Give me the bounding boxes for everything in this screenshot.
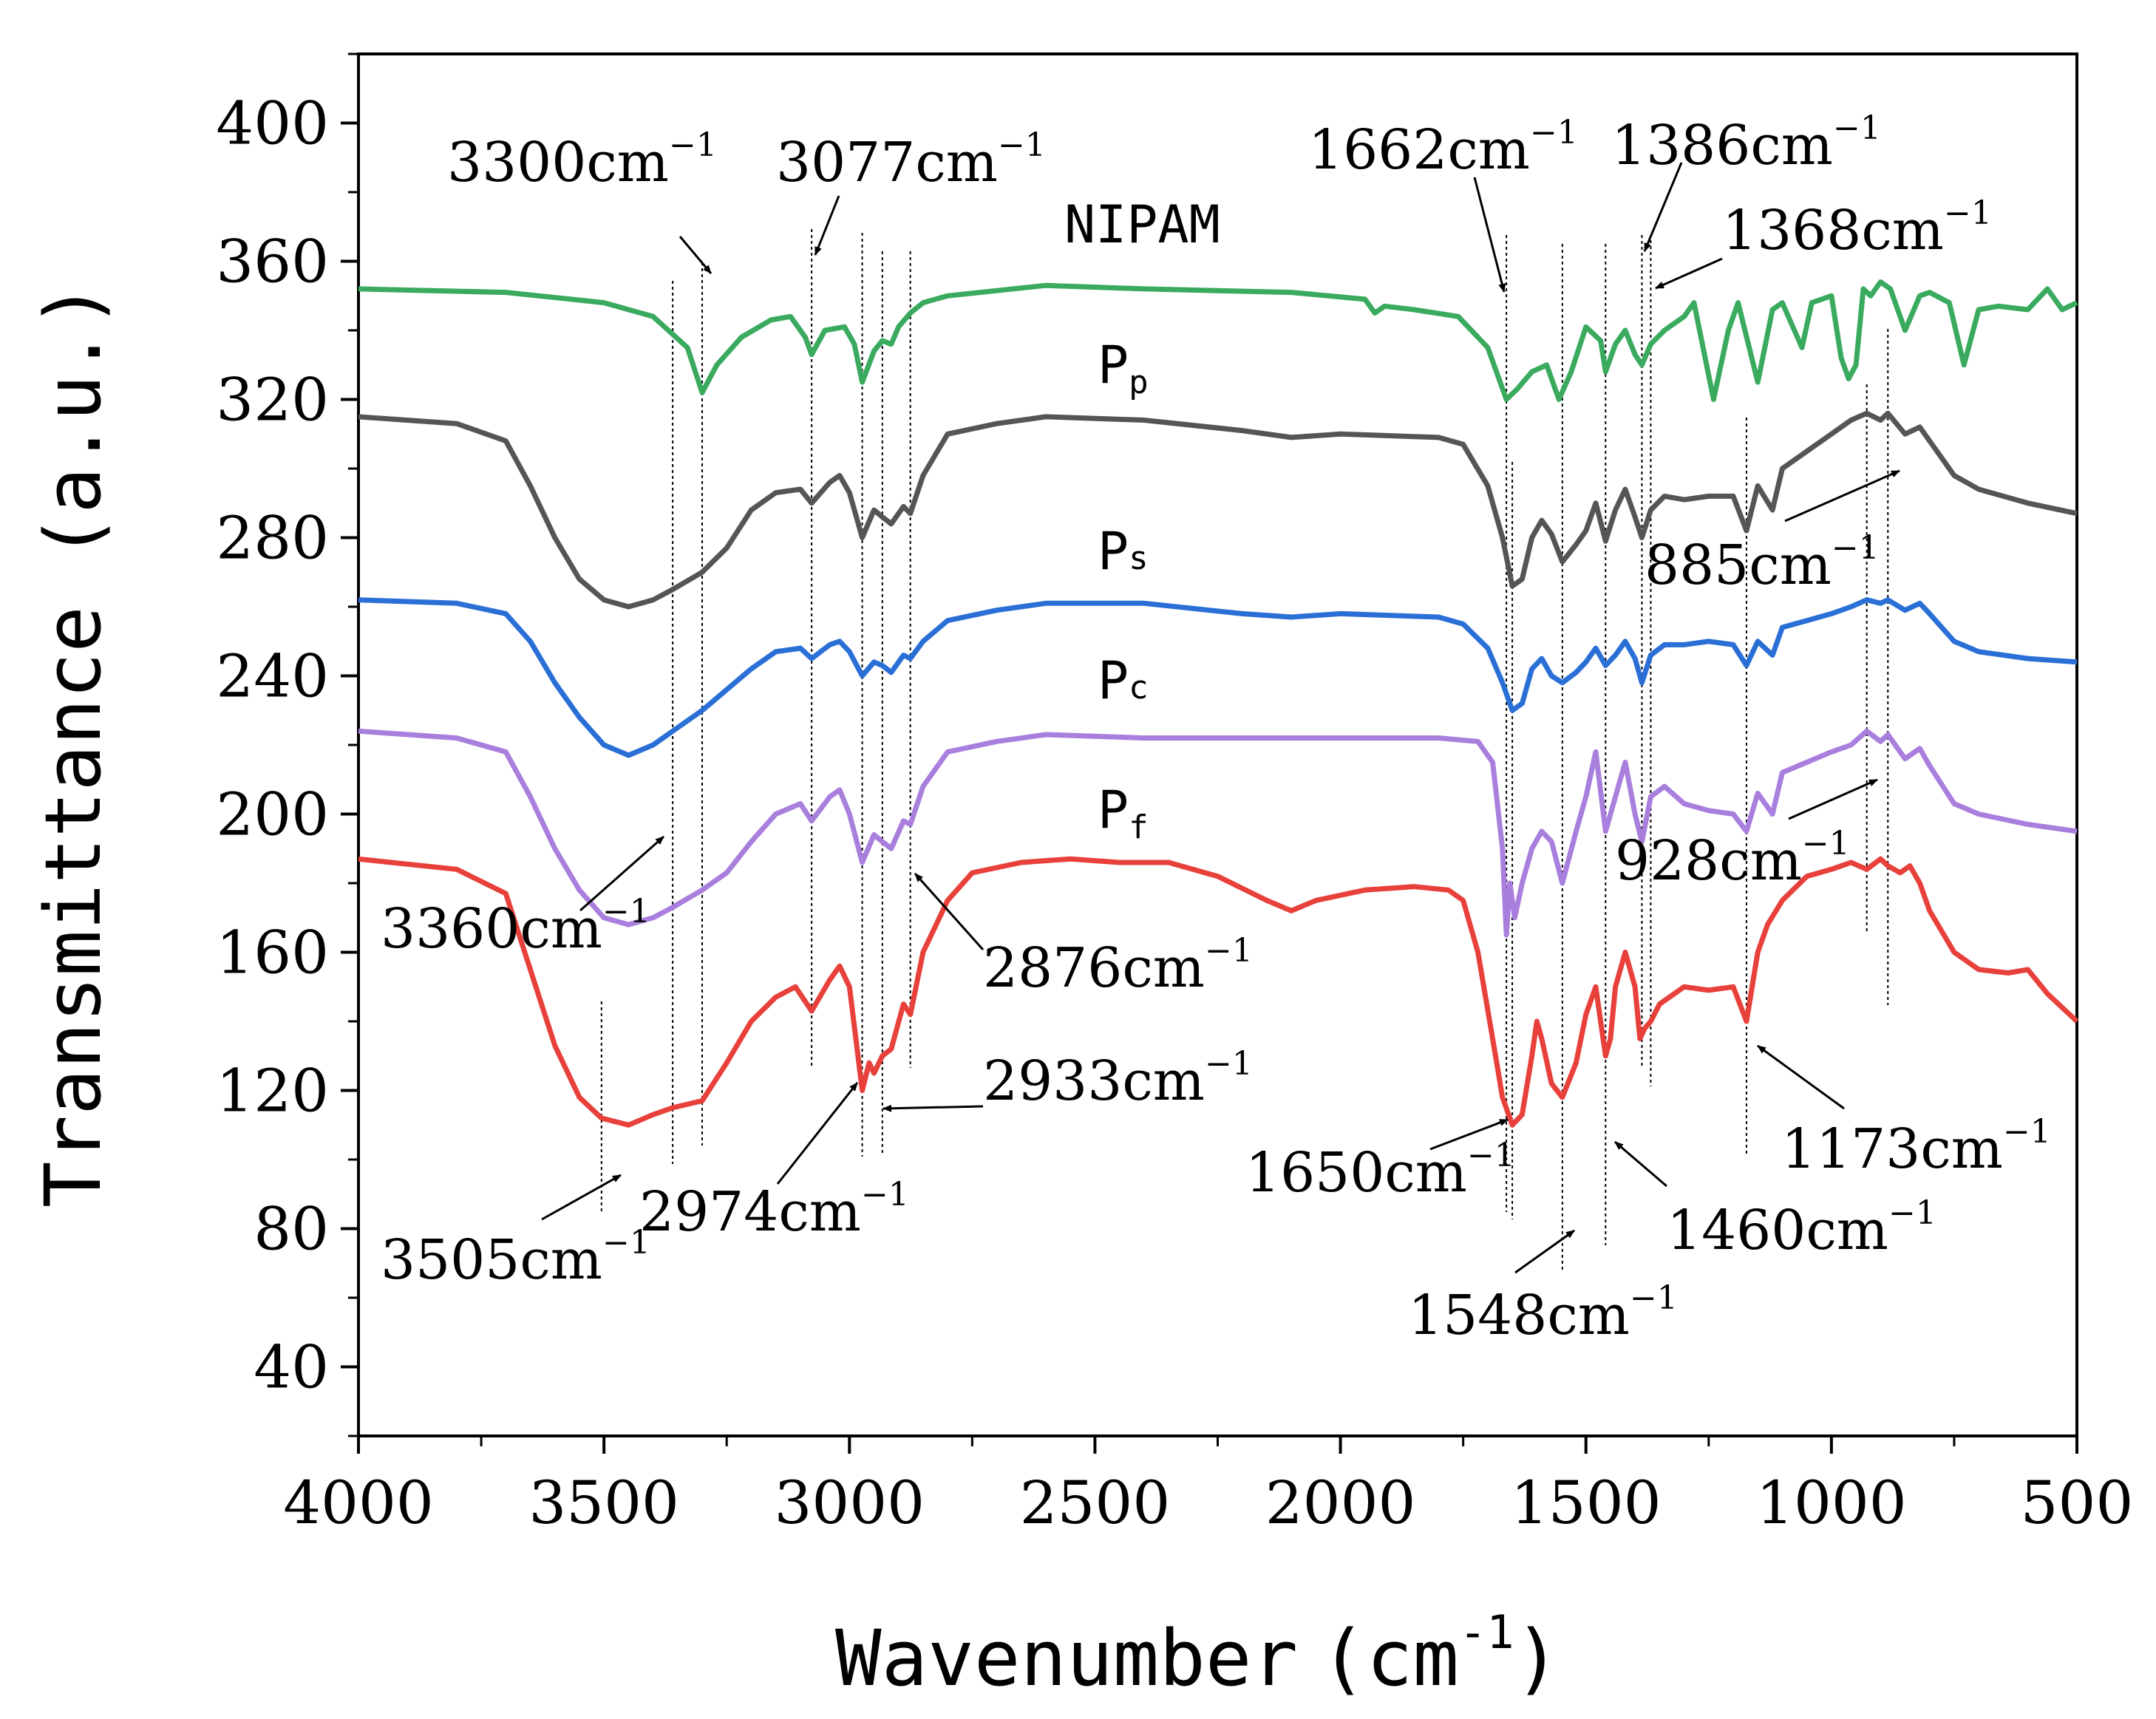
annotation-2876: 2876cm−1 xyxy=(983,932,1253,1000)
series-line-ps xyxy=(358,597,2078,758)
arrow-2974 xyxy=(776,1082,859,1185)
x-axis: 4000 3500 3000 2500 2000 1500 1000 500 xyxy=(283,1436,2133,1537)
reference-lines xyxy=(600,229,1889,1271)
series-line-pp xyxy=(358,410,2078,610)
series-label-pc: Pc xyxy=(1098,650,1149,711)
series-label-nipam: NIPAM xyxy=(1064,194,1220,255)
annotation-928: 928cm−1 xyxy=(1615,825,1850,893)
y-axis: 40 80 120 160 200 240 280 320 360 400 xyxy=(216,52,358,1437)
annotation-1650: 1650cm−1 xyxy=(1245,1137,1515,1205)
series-line-pf xyxy=(358,856,2079,1128)
arrow-1460 xyxy=(1614,1140,1667,1188)
y-tick-label-120: 120 xyxy=(216,1057,329,1126)
series-label-ps: Ps xyxy=(1098,521,1149,582)
x-tick-label-1000: 1000 xyxy=(1756,1468,1907,1537)
annotation-3505: 3505cm−1 xyxy=(381,1224,650,1292)
series-label-pp: Pp xyxy=(1098,335,1149,401)
annotation-1386: 1386cm−1 xyxy=(1611,109,1881,177)
annotation-1548: 1548cm−1 xyxy=(1408,1279,1678,1347)
arrow-2876 xyxy=(914,873,985,950)
arrow-885 xyxy=(1784,469,1900,522)
arrow-1548 xyxy=(1514,1229,1575,1274)
y-axis-title: Transmittance (a.u.) xyxy=(28,282,118,1208)
arrow-1662 xyxy=(1473,177,1506,293)
x-tick-label-2000: 2000 xyxy=(1265,1468,1416,1537)
x-axis-title: Wavenumber (cm-1) xyxy=(835,1605,1560,1703)
series-label-pf: Pf xyxy=(1098,780,1149,846)
arrow-1173 xyxy=(1757,1044,1845,1110)
annotation-1368: 1368cm−1 xyxy=(1722,194,1992,262)
x-tick-label-3000: 3000 xyxy=(774,1468,925,1537)
annotation-3300: 3300cm−1 xyxy=(447,126,717,194)
y-tick-label-360: 360 xyxy=(216,228,329,296)
series-label-pp-sub: p xyxy=(1129,364,1149,401)
x-tick-label-500: 500 xyxy=(2021,1468,2134,1537)
series-label-ps-main: P xyxy=(1098,521,1129,582)
arrow-3300 xyxy=(679,236,713,274)
arrow-3505 xyxy=(541,1174,622,1221)
x-axis-title-unit: (cm xyxy=(1320,1613,1459,1703)
y-tick-label-320: 320 xyxy=(216,366,329,435)
annotation-2974: 2974cm−1 xyxy=(639,1176,909,1244)
arrow-1650 xyxy=(1429,1118,1509,1151)
y-tick-label-240: 240 xyxy=(216,642,329,711)
y-tick-label-80: 80 xyxy=(254,1195,329,1264)
annotation-885: 885cm−1 xyxy=(1645,529,1880,597)
y-tick-label-400: 400 xyxy=(216,89,329,158)
arrow-1386 xyxy=(1643,162,1683,252)
arrow-3077 xyxy=(814,195,840,256)
x-axis-title-unit-sup: -1 xyxy=(1459,1605,1514,1659)
arrow-1368 xyxy=(1655,257,1723,290)
x-axis-title-main: Wavenumber xyxy=(835,1613,1298,1703)
y-tick-label-200: 200 xyxy=(216,780,329,849)
series-labels: NIPAM Pp Ps Pc Pf xyxy=(1064,194,1220,846)
series-label-pc-main: P xyxy=(1098,650,1129,711)
series-label-pf-sub: f xyxy=(1129,809,1149,846)
annotation-2933: 2933cm−1 xyxy=(983,1045,1253,1113)
series-line-pc xyxy=(358,728,2078,938)
x-tick-label-1500: 1500 xyxy=(1511,1468,1662,1537)
arrow-928 xyxy=(1788,778,1878,820)
annotation-1173: 1173cm−1 xyxy=(1781,1113,2051,1181)
annotation-1662: 1662cm−1 xyxy=(1308,114,1578,182)
x-tick-label-3500: 3500 xyxy=(528,1468,679,1537)
x-tick-label-4000: 4000 xyxy=(283,1468,434,1537)
series-line-nipam xyxy=(358,279,2078,402)
x-axis-title-unit-close: ) xyxy=(1514,1613,1561,1703)
annotations: 3300cm−1 3077cm−1 1662cm−1 1386cm−1 1368… xyxy=(381,109,2051,1347)
annotation-3360: 3360cm−1 xyxy=(381,893,650,961)
annotation-arrows xyxy=(541,162,1900,1274)
y-tick-label-160: 160 xyxy=(216,919,329,987)
series-label-ps-sub: s xyxy=(1129,539,1149,577)
y-tick-label-40: 40 xyxy=(254,1333,329,1402)
x-tick-label-2500: 2500 xyxy=(1020,1468,1171,1537)
series-layer xyxy=(358,279,2079,1128)
arrow-3360 xyxy=(579,835,664,912)
arrow-2933 xyxy=(883,1104,984,1112)
series-label-pp-main: P xyxy=(1098,335,1129,395)
series-label-pc-sub: c xyxy=(1129,669,1149,707)
annotation-1460: 1460cm−1 xyxy=(1667,1194,1936,1262)
y-tick-label-280: 280 xyxy=(216,504,329,573)
annotation-3077: 3077cm−1 xyxy=(776,126,1046,194)
series-label-pf-main: P xyxy=(1098,780,1129,840)
